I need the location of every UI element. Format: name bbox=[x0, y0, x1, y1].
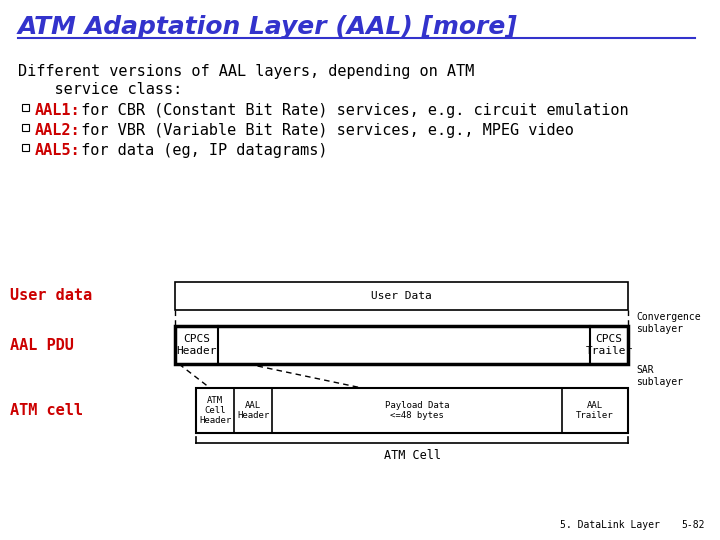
Text: AAL5:: AAL5: bbox=[35, 143, 81, 158]
Bar bbox=[175, 282, 628, 310]
Text: AAL PDU: AAL PDU bbox=[10, 338, 74, 353]
Bar bbox=[175, 326, 628, 364]
Text: Different versions of AAL layers, depending on ATM: Different versions of AAL layers, depend… bbox=[18, 64, 474, 79]
Text: for data (eg, IP datagrams): for data (eg, IP datagrams) bbox=[72, 143, 328, 158]
Text: for VBR (Variable Bit Rate) services, e.g., MPEG video: for VBR (Variable Bit Rate) services, e.… bbox=[72, 123, 574, 138]
Text: CPCS
Header: CPCS Header bbox=[176, 334, 217, 356]
Text: AAL
Header: AAL Header bbox=[237, 401, 269, 420]
Text: for CBR (Constant Bit Rate) services, e.g. circuit emulation: for CBR (Constant Bit Rate) services, e.… bbox=[72, 103, 629, 118]
Text: service class:: service class: bbox=[18, 82, 182, 97]
Text: Payload Data
<=48 bytes: Payload Data <=48 bytes bbox=[384, 401, 449, 420]
Text: 5-82: 5-82 bbox=[682, 520, 705, 530]
Text: ATM
Cell
Header: ATM Cell Header bbox=[199, 396, 231, 426]
Text: ATM cell: ATM cell bbox=[10, 403, 83, 418]
Text: CPCS
Trailer: CPCS Trailer bbox=[585, 334, 633, 356]
Text: ATM Cell: ATM Cell bbox=[384, 449, 441, 462]
Text: User data: User data bbox=[10, 288, 92, 303]
Bar bbox=[196, 388, 628, 433]
Text: 5. DataLink Layer: 5. DataLink Layer bbox=[560, 520, 660, 530]
Text: User Data: User Data bbox=[371, 291, 432, 301]
Text: AAL2:: AAL2: bbox=[35, 123, 81, 138]
Text: AAL1:: AAL1: bbox=[35, 103, 81, 118]
Bar bbox=[22, 144, 29, 151]
Bar bbox=[22, 104, 29, 111]
Bar bbox=[22, 124, 29, 131]
Text: Convergence
sublayer: Convergence sublayer bbox=[636, 312, 701, 334]
Text: SAR
sublayer: SAR sublayer bbox=[636, 365, 683, 387]
Text: AAL
Trailer: AAL Trailer bbox=[576, 401, 614, 420]
Text: ATM Adaptation Layer (AAL) [more]: ATM Adaptation Layer (AAL) [more] bbox=[18, 15, 518, 39]
